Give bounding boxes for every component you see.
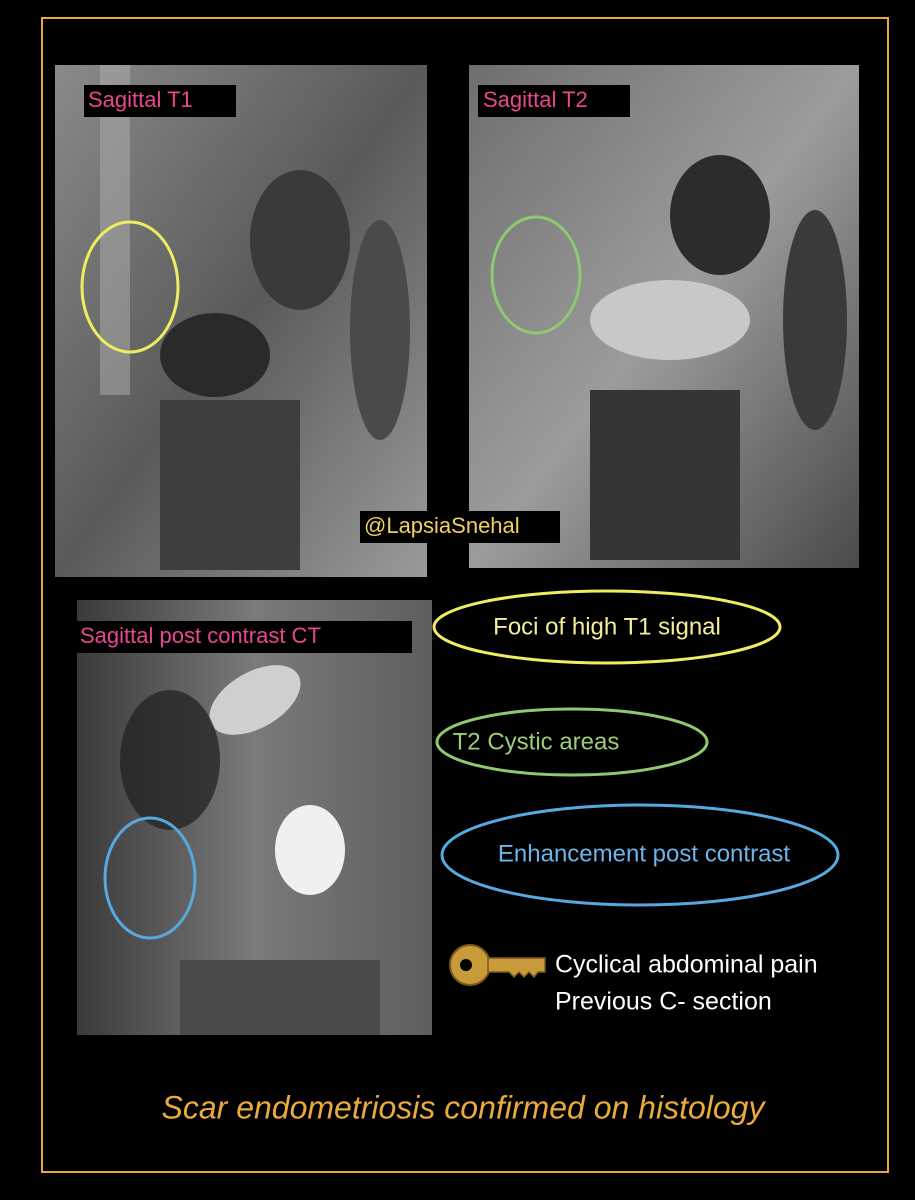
key-point: Cyclical abdominal pain bbox=[555, 951, 818, 979]
highlight-ellipse bbox=[103, 816, 197, 940]
panel-label: Sagittal T2 bbox=[483, 87, 588, 112]
key-point: Previous C- section bbox=[555, 988, 772, 1016]
t2-image bbox=[469, 65, 859, 568]
highlight-ellipse bbox=[490, 215, 582, 335]
label-bg bbox=[360, 511, 560, 543]
panel-label: Sagittal post contrast CT bbox=[80, 623, 321, 648]
highlight-ellipse bbox=[80, 220, 180, 354]
legend-text: Enhancement post contrast bbox=[498, 840, 791, 867]
label-bg bbox=[76, 621, 412, 653]
t1-image bbox=[55, 65, 427, 577]
legend-text: Foci of high T1 signal bbox=[493, 613, 721, 640]
legend-ellipse bbox=[435, 707, 709, 777]
legend-ellipse bbox=[440, 803, 840, 907]
legend-text: T2 Cystic areas bbox=[453, 728, 620, 755]
panel-label: Sagittal T1 bbox=[88, 87, 193, 112]
watermark: @LapsiaSnehal bbox=[364, 513, 520, 538]
key-icon bbox=[449, 944, 546, 986]
frame bbox=[41, 17, 889, 1173]
label-bg bbox=[84, 85, 236, 117]
ct-image bbox=[77, 600, 432, 1035]
legend-ellipse bbox=[432, 589, 782, 665]
label-bg bbox=[478, 85, 630, 117]
conclusion: Scar endometriosis confirmed on histolog… bbox=[162, 1089, 767, 1125]
